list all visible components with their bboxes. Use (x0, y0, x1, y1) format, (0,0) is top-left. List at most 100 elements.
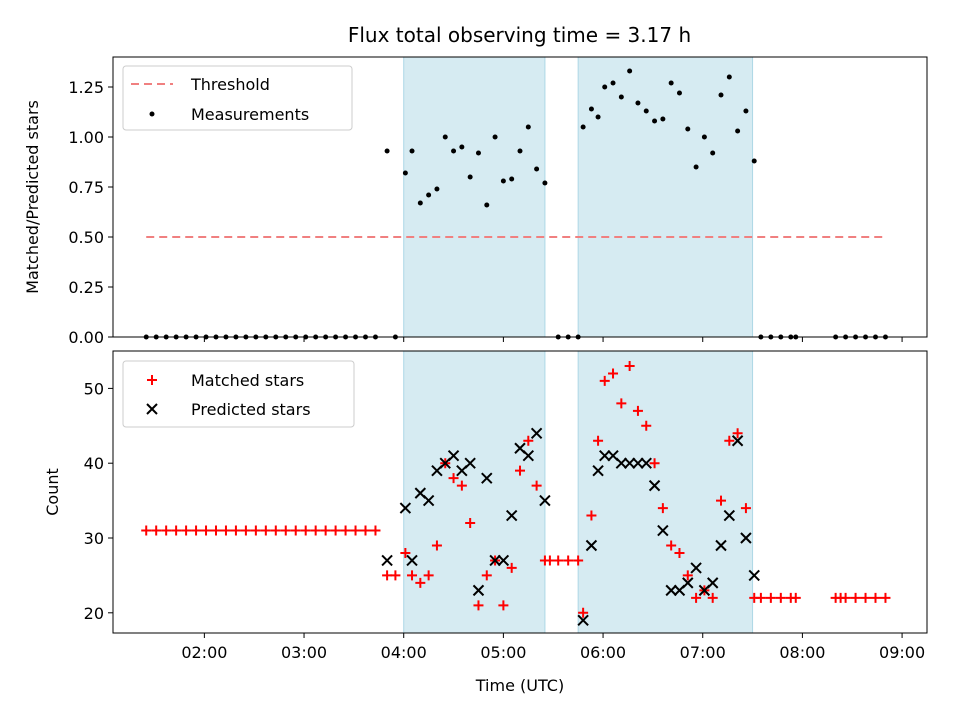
y-tick-label: 1.00 (68, 128, 104, 147)
matched-star-marker (270, 525, 281, 536)
matched-star-marker (599, 375, 610, 386)
matched-star-marker (531, 480, 542, 491)
measurement-point (542, 180, 548, 186)
measurement-point (525, 124, 531, 130)
matched-star-marker (415, 577, 426, 588)
predicted-star-marker (447, 450, 460, 462)
matched-star-marker (632, 405, 643, 416)
predicted-star-marker (472, 584, 485, 597)
measurement-point (660, 116, 666, 122)
measurement-point (534, 166, 540, 172)
measurement-point (434, 186, 440, 192)
measurement-point (459, 144, 465, 150)
matched-star-marker (682, 570, 693, 581)
matched-star-marker (498, 600, 509, 611)
predicted-star-marker (657, 524, 669, 537)
measurement-point (710, 150, 716, 156)
matched-star-marker (578, 607, 589, 618)
y-tick-label: 0.75 (68, 178, 104, 197)
x-tick-label: 06:00 (580, 643, 626, 662)
legend-box (122, 360, 355, 428)
predicted-star-marker (632, 457, 644, 469)
predicted-star-marker (690, 562, 702, 574)
matched-star-marker (870, 592, 881, 603)
predicted-star-marker (731, 435, 744, 447)
predicted-star-marker (422, 494, 435, 507)
top-panel: 0.00 0.25 0.50 0.75 1.00 1.25 Matched/Predicte… (23, 56, 928, 347)
predicted-star-marker (592, 464, 604, 477)
axes-frame (112, 56, 928, 338)
predicted-star-marker (623, 457, 636, 469)
matched-star-marker (448, 473, 459, 484)
x-tick-label: 03:00 (281, 643, 327, 662)
matched-star-marker (586, 510, 597, 521)
matched-star-marker (191, 525, 202, 536)
matched-star-marker (350, 525, 361, 536)
measurement-point (652, 118, 658, 124)
matched-star-marker (755, 592, 766, 603)
measurement-point (384, 148, 390, 154)
predicted-star-marker (640, 457, 652, 469)
x-tick-label: 09:00 (879, 643, 925, 662)
matched-star-marker (320, 525, 331, 536)
predicted-star-marker (715, 539, 727, 552)
measurement-point (500, 178, 506, 184)
matched-star-marker (423, 570, 434, 581)
matched-star-marker (674, 547, 685, 558)
observing-window-shade (403, 351, 545, 633)
predicted-star-marker (530, 427, 543, 439)
predicted-star-marker (399, 502, 412, 514)
matched-star-marker (250, 525, 261, 536)
matched-star-marker (161, 525, 172, 536)
matched-star-marker (657, 503, 668, 514)
predicted-star-marker (599, 450, 611, 462)
measurement-point (475, 150, 481, 156)
legend-matched-swatch (147, 375, 157, 385)
matched-star-marker (220, 525, 231, 536)
legend: Threshold Measurements (122, 65, 353, 131)
legend-threshold-label: Threshold (190, 75, 270, 94)
measurement-point (668, 80, 674, 86)
measurement-point (426, 192, 432, 198)
matched-star-marker (280, 525, 291, 536)
observing-window-shade (403, 57, 545, 337)
matched-star-marker (141, 525, 152, 536)
matched-star-marker (407, 570, 418, 581)
matched-star-marker (171, 525, 182, 536)
predicted-star-marker (682, 577, 694, 589)
legend-box (122, 65, 353, 131)
measurement-point (467, 174, 473, 180)
y-tick-label: 0.50 (68, 228, 104, 247)
measurement-point (743, 108, 749, 114)
matched-star-marker (724, 435, 735, 446)
x-tick-label: 04:00 (381, 643, 427, 662)
measurement-point (409, 148, 415, 154)
y-tick-label: 0.00 (68, 328, 104, 347)
bottom-panel: 20 30 40 50 02:00 03:00 04:00 05:00 06:00 07:00 08… (43, 350, 928, 695)
matched-star-marker (340, 525, 351, 536)
matched-star-marker (431, 540, 442, 551)
predicted-star-marker (489, 554, 501, 567)
matched-star-marker (300, 525, 311, 536)
legend-matched-label: Matched stars (191, 371, 304, 390)
predicted-star-marker (723, 509, 736, 522)
legend-measurement-label: Measurements (191, 105, 309, 124)
measurement-point (484, 202, 490, 208)
matched-star-marker (390, 570, 401, 581)
predicted-star-marker (615, 457, 628, 469)
measurement-point (492, 134, 498, 140)
measurement-point (451, 148, 457, 154)
predicted-star-marker (406, 554, 418, 567)
measurement-point (676, 90, 682, 96)
matched-star-marker (732, 428, 743, 439)
predicted-star-marker (464, 457, 476, 469)
y-tick-label: 40 (84, 454, 104, 473)
chart-title: Flux total observing time = 3.17 h (348, 23, 691, 47)
matched-star-marker (740, 503, 751, 514)
legend-measurement-swatch (149, 111, 155, 117)
measurement-point (402, 170, 408, 176)
matched-star-marker (210, 525, 221, 536)
matched-star-marker (624, 360, 635, 371)
predicted-star-marker (748, 569, 760, 582)
